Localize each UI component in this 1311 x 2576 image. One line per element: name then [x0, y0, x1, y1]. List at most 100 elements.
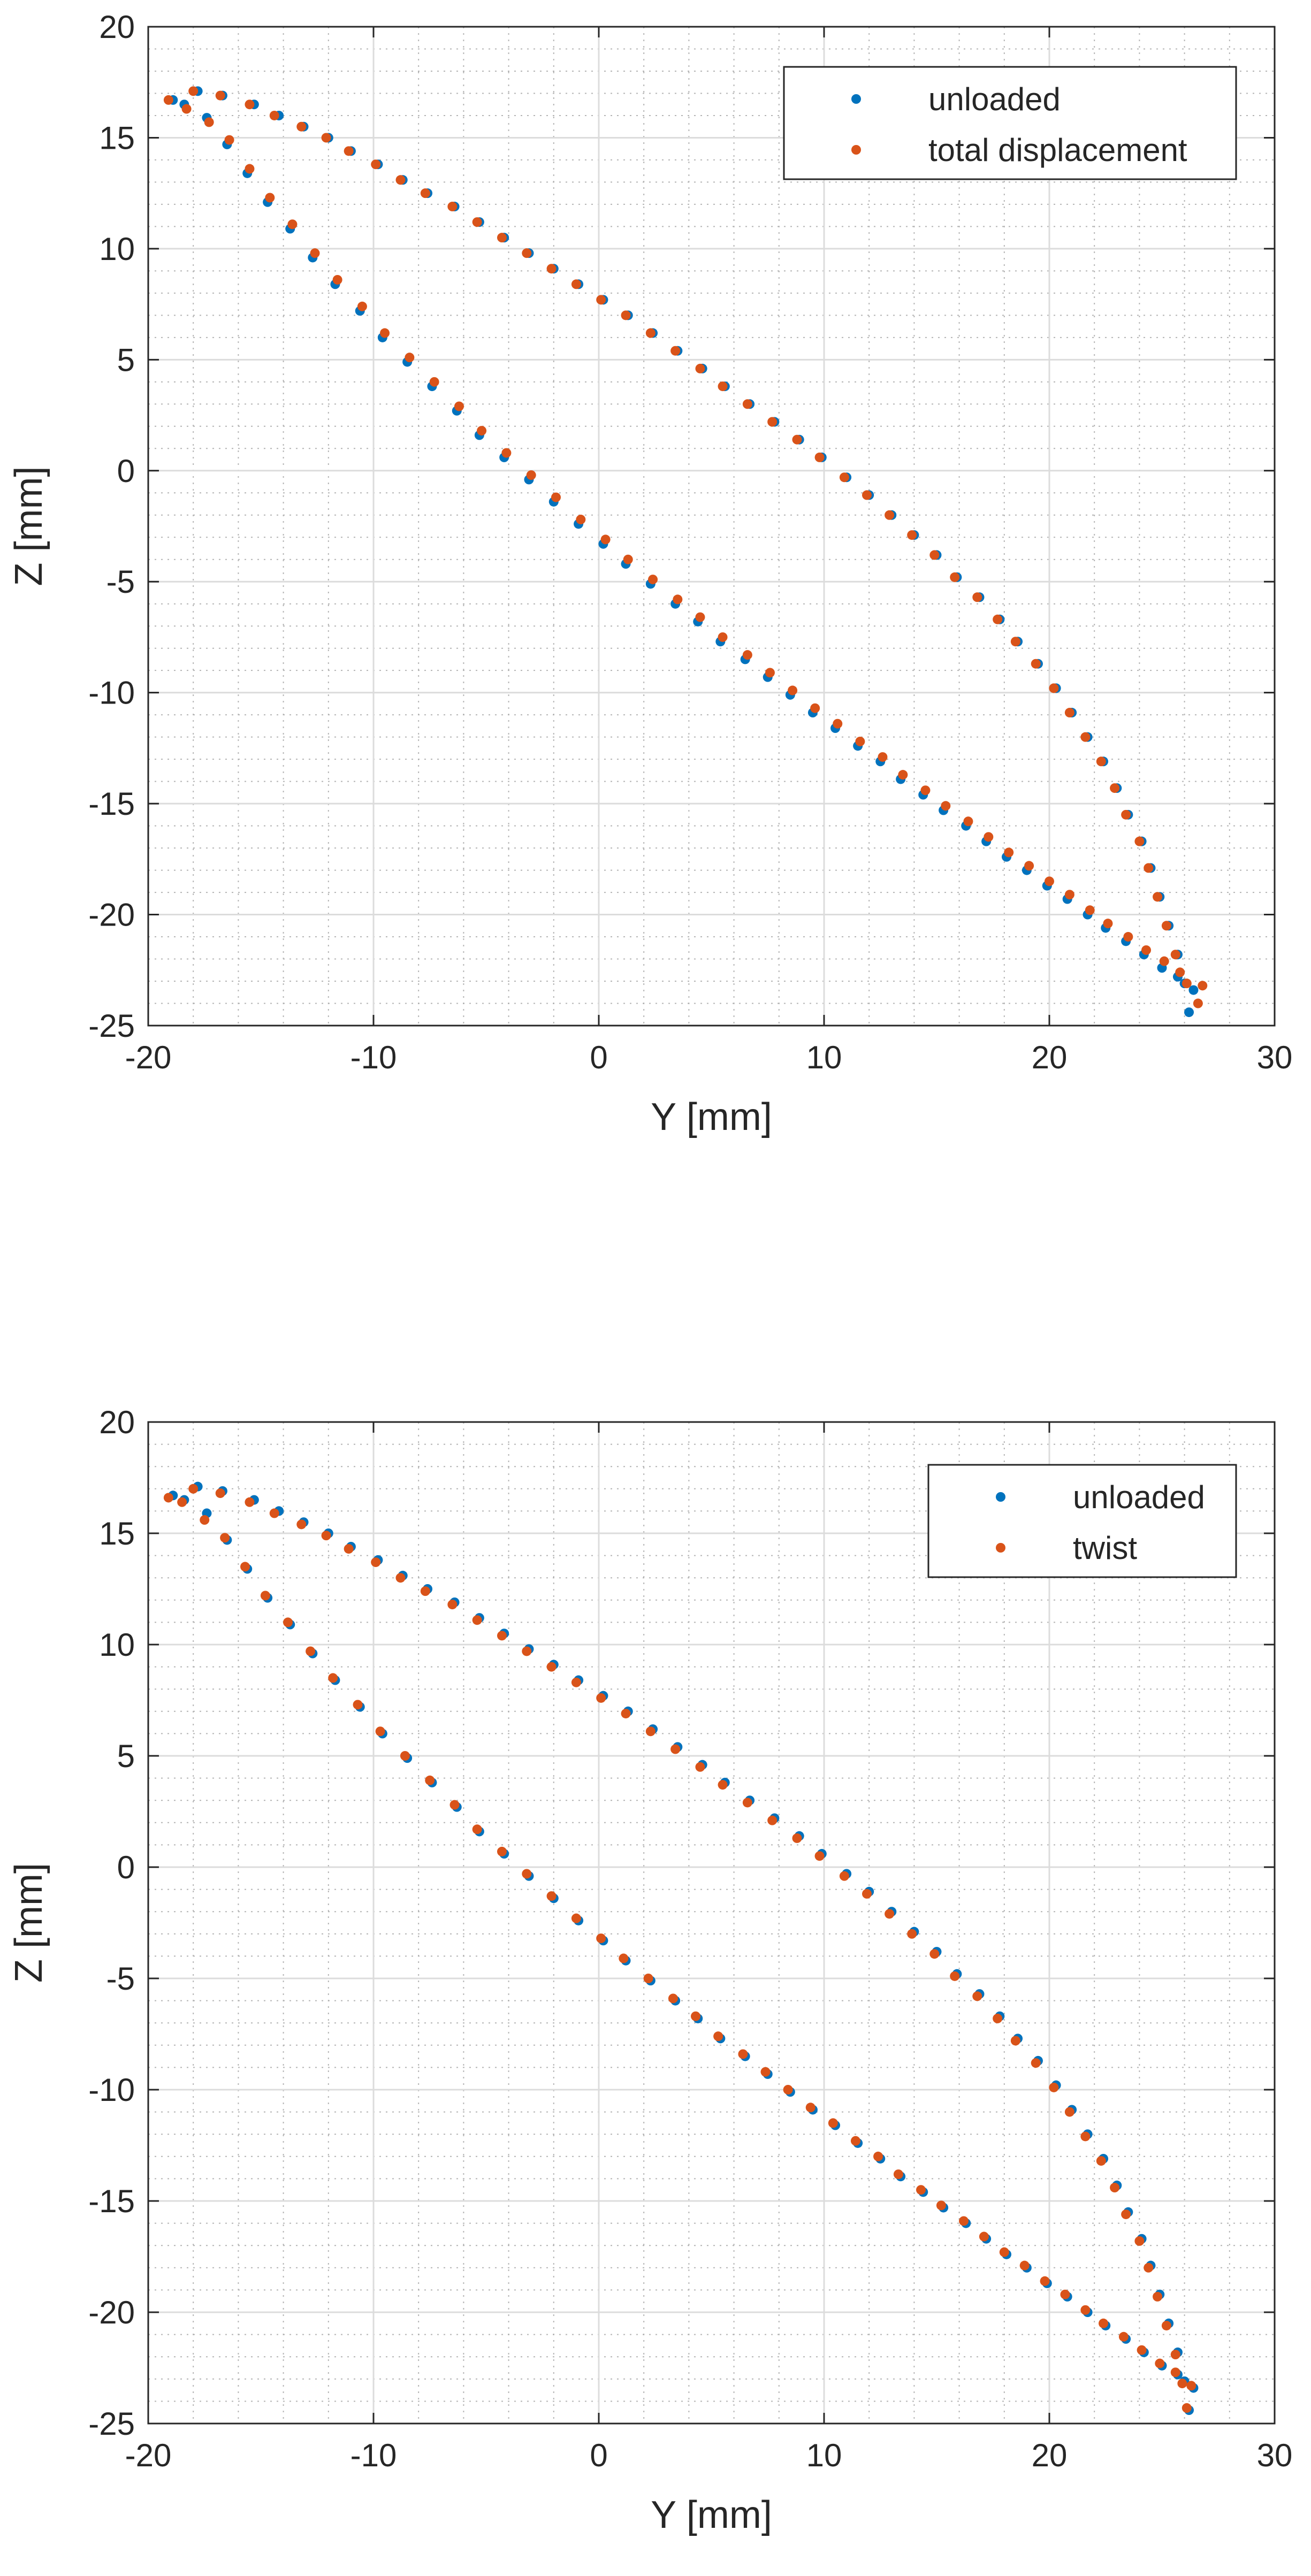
data-point: [447, 1600, 458, 1610]
y-tick-label: -15: [88, 786, 135, 822]
data-point: [929, 1949, 940, 1959]
data-point: [380, 328, 390, 338]
data-point: [878, 752, 888, 762]
x-tick-label: -10: [350, 1039, 397, 1075]
data-point: [472, 1824, 482, 1834]
data-point: [454, 401, 464, 411]
data-point: [425, 1775, 435, 1785]
data-point: [1161, 921, 1171, 931]
data-point: [695, 612, 705, 622]
data-point: [375, 1726, 385, 1737]
data-point: [623, 554, 633, 564]
data-point: [1080, 2131, 1091, 2142]
data-point: [163, 95, 173, 105]
data-point: [1134, 2236, 1145, 2246]
data-point: [215, 90, 225, 101]
data-point: [1010, 2036, 1020, 2046]
data-point: [950, 572, 960, 582]
data-point: [220, 1533, 230, 1543]
data-point: [1031, 659, 1041, 669]
data-point: [810, 703, 820, 713]
data-point: [916, 2185, 926, 2195]
data-point: [576, 515, 586, 525]
data-point: [645, 1726, 656, 1737]
axes-box: [147, 26, 1276, 1027]
data-point: [571, 1677, 581, 1687]
data-point: [283, 1617, 293, 1627]
data-point: [1153, 2291, 1163, 2302]
x-tick-label: 20: [1032, 1039, 1068, 1075]
data-point: [447, 202, 458, 212]
data-point: [571, 1913, 581, 1923]
data-point: [963, 816, 973, 827]
data-point: [619, 1953, 629, 1963]
y-tick-label: 15: [99, 1516, 135, 1551]
data-point: [1024, 861, 1034, 871]
data-point: [950, 1971, 960, 1981]
data-point: [1123, 932, 1133, 942]
data-point: [814, 452, 825, 462]
data-point: [979, 2231, 989, 2242]
tick-marks: [147, 1421, 1276, 2425]
data-point: [204, 117, 214, 127]
data-point: [1141, 945, 1152, 955]
data-point: [1040, 2276, 1050, 2286]
data-point: [742, 1798, 752, 1808]
data-point: [265, 193, 275, 203]
data-point: [767, 417, 778, 427]
data-point: [449, 1800, 460, 1810]
data-point: [501, 448, 512, 458]
data-point: [670, 346, 681, 356]
data-point: [718, 381, 728, 392]
data-point: [1064, 2107, 1074, 2117]
data-point: [1144, 2262, 1154, 2273]
data-point: [645, 328, 656, 338]
data-point: [839, 472, 849, 483]
data-point: [596, 1933, 606, 1944]
data-point: [833, 718, 843, 729]
data-point: [1103, 919, 1113, 929]
data-point: [357, 301, 367, 311]
data-point: [546, 264, 557, 274]
axes-box: [147, 1421, 1276, 2425]
data-point: [738, 2049, 748, 2059]
x-tick-label: -20: [125, 2437, 172, 2473]
data-point: [898, 770, 908, 780]
data-point: [929, 550, 940, 560]
data-point: [477, 426, 487, 436]
x-tick-label: 0: [590, 2437, 607, 2473]
data-point: [673, 594, 683, 605]
data-point: [885, 510, 895, 520]
data-point: [1085, 905, 1095, 915]
data-point: [1080, 732, 1091, 742]
data-point: [885, 1909, 895, 1919]
data-point: [344, 146, 354, 156]
data-point: [805, 2103, 815, 2113]
data-point: [862, 490, 872, 500]
y-tick-label: 0: [117, 453, 135, 489]
data-point: [526, 470, 536, 480]
data-point: [893, 2169, 903, 2180]
series-total-displacement: [163, 86, 1208, 1008]
data-point: [668, 1993, 678, 2004]
data-point: [181, 104, 192, 114]
data-point: [713, 2031, 723, 2042]
data-point: [1004, 847, 1014, 858]
legend-marker: [851, 145, 861, 155]
data-point: [310, 248, 320, 258]
data-point: [1110, 783, 1120, 793]
data-point: [1155, 2358, 1165, 2368]
data-point: [1080, 2305, 1091, 2315]
data-point: [783, 2085, 793, 2095]
data-point: [814, 1851, 825, 1861]
data-point: [405, 353, 415, 363]
y-tick-label: -15: [88, 2183, 135, 2219]
data-point: [287, 219, 298, 230]
data-point: [1198, 981, 1208, 991]
data-point: [296, 121, 307, 132]
data-point: [984, 832, 994, 842]
data-point: [420, 1586, 430, 1596]
series-twist: [163, 1484, 1196, 2413]
data-point: [839, 1871, 849, 1881]
